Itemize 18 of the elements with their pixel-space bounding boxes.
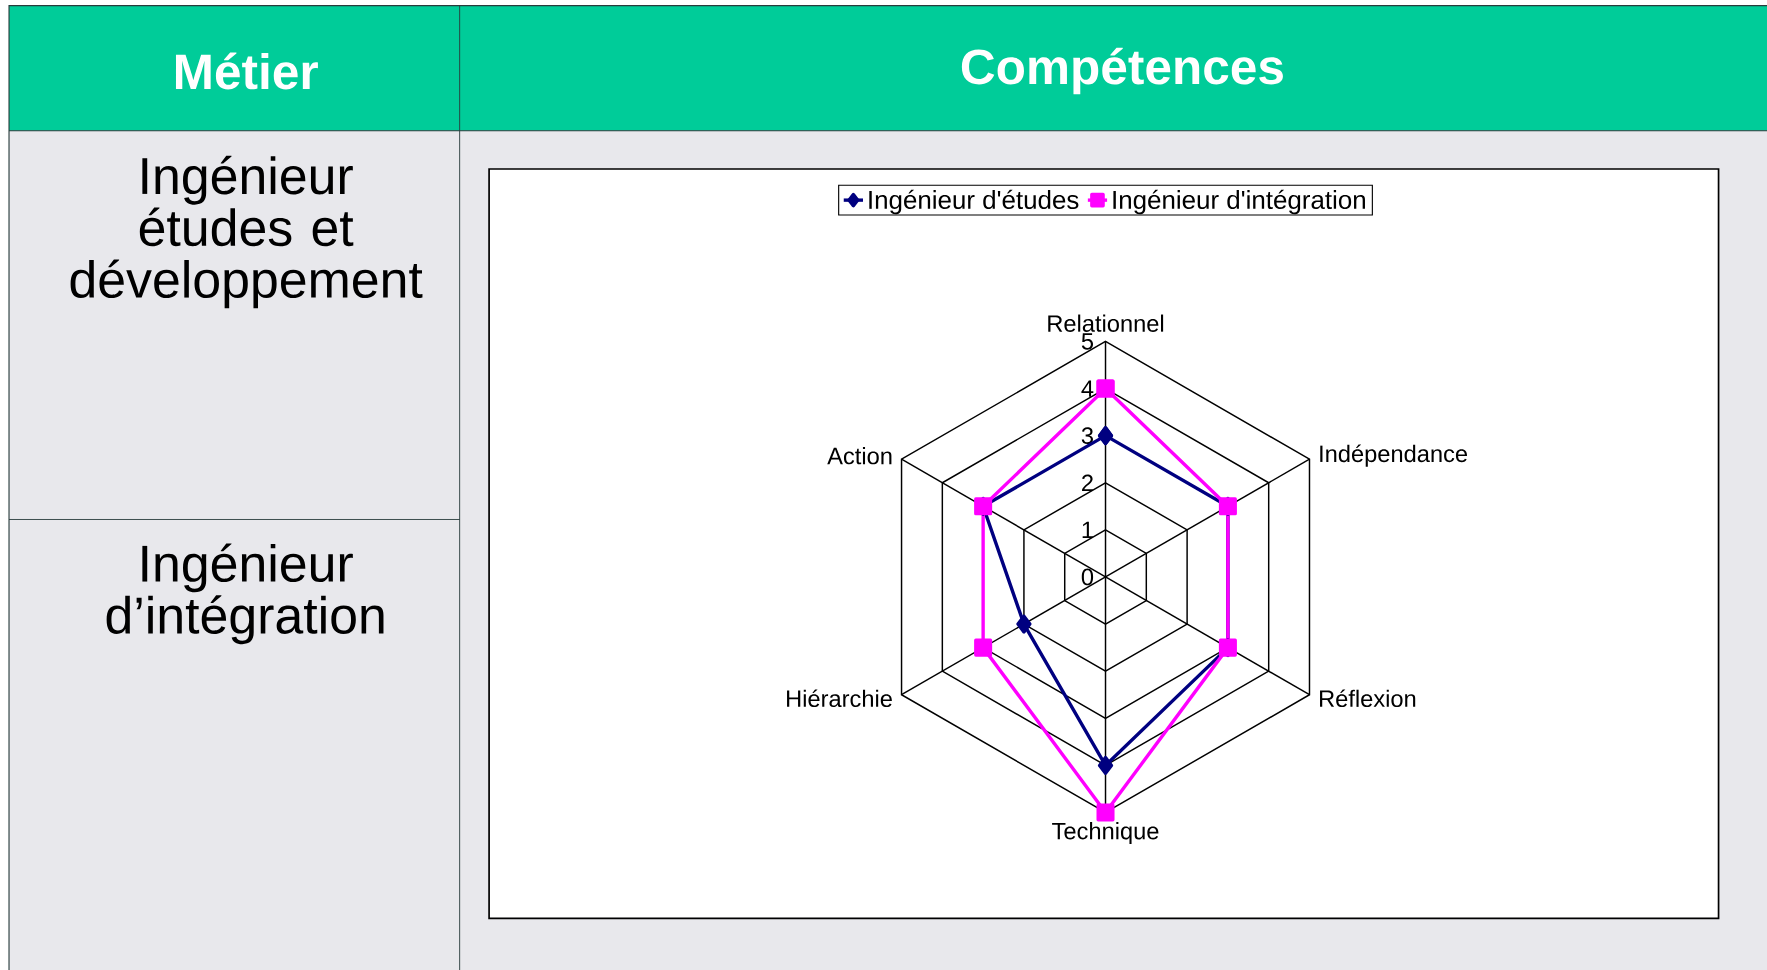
- y-tick-label: 0: [1081, 568, 1094, 586]
- spoke-label: Réflexion: [1320, 689, 1416, 707]
- text: Compétences: [961, 47, 1283, 95]
- text: Métier: [175, 52, 318, 90]
- y-tick-label: 3: [1081, 427, 1093, 444]
- y-tick-label: 1: [1082, 521, 1093, 538]
- text: Ingénieur d’intégration: [106, 543, 384, 645]
- y-tick-label: 4: [1081, 380, 1094, 397]
- y-tick-label: 5: [1081, 333, 1094, 350]
- spoke-label: Hiérarchie: [787, 689, 892, 707]
- spoke-label: Action: [827, 446, 892, 465]
- text: Ingénieur études et développement: [70, 155, 423, 309]
- y-tick-label: 2: [1082, 474, 1093, 491]
- spoke-label: Indépendance: [1320, 444, 1468, 467]
- spoke-label: Relationnel: [1048, 314, 1164, 332]
- spoke-label: Technique: [1052, 821, 1159, 844]
- legend-label: Ingénieur d'études: [869, 189, 1079, 215]
- legend-label: Ingénieur d'intégration: [1113, 189, 1365, 215]
